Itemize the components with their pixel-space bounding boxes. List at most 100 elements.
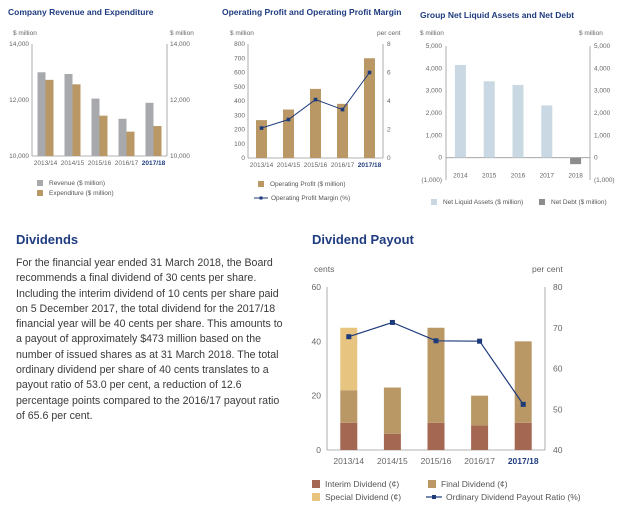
- nla-ytick-right: 1,000: [594, 132, 611, 139]
- op-ytick-right: 2: [387, 127, 391, 134]
- op-ytick-right: 6: [387, 70, 391, 77]
- op-profit-bar: [364, 58, 375, 158]
- nla-ytick-right: 5,000: [594, 43, 611, 50]
- div-legend-swatch: [428, 480, 436, 488]
- div-stack-segment: [383, 433, 401, 450]
- nla-ytick-left: 1,000: [426, 132, 443, 139]
- revenue-xtick: 2017/18: [142, 160, 166, 167]
- div-ytick-right: 80: [553, 282, 563, 292]
- div-payout-point: [346, 334, 352, 340]
- revenue-ytick-right: 14,000: [170, 41, 190, 48]
- op-xtick: 2017/18: [358, 162, 382, 169]
- div-legend-label: Ordinary Dividend Payout Ratio (%): [446, 492, 581, 502]
- op-margin-point: [313, 97, 318, 102]
- op-xtick: 2015/16: [304, 162, 328, 169]
- revenue-ytick-right: 12,000: [170, 97, 190, 104]
- div-stack-segment: [471, 425, 489, 450]
- net-liquid-chart-title: Group Net Liquid Assets and Net Debt: [420, 10, 575, 20]
- nla-ytick-right: 2,000: [594, 110, 611, 117]
- op-ytick-left: 0: [241, 155, 245, 162]
- nla-ytick-left: 2,000: [426, 110, 443, 117]
- revenue-bar: [45, 79, 54, 156]
- revenue-legend-label: Expenditure ($ million): [49, 190, 114, 197]
- op-ytick-right: 8: [387, 41, 391, 48]
- op-ytick-right: 4: [387, 98, 391, 105]
- op-ytick-left: 400: [234, 98, 245, 105]
- nla-legend-label-assets: Net Liquid Assets ($ million): [443, 199, 523, 206]
- revenue-bar: [91, 98, 100, 156]
- op-margin-point: [340, 107, 345, 112]
- op-right-axis-label: per cent: [377, 30, 401, 37]
- revenue-ytick-left: 12,000: [9, 97, 29, 104]
- op-ytick-left: 600: [234, 70, 245, 77]
- nla-ytick-left: (1,000): [421, 177, 442, 184]
- nla-asset-bar: [512, 84, 524, 158]
- op-legend-label-line: Operating Profit Margin (%): [271, 195, 350, 202]
- revenue-bar: [126, 131, 135, 156]
- div-ytick-left: 0: [316, 445, 321, 455]
- operating-profit-chart-title: Operating Profit and Operating Profit Ma…: [222, 7, 402, 17]
- revenue-chart-title: Company Revenue and Expenditure: [8, 7, 154, 17]
- div-ytick-right: 50: [553, 404, 563, 414]
- div-legend-swatch: [312, 493, 320, 501]
- op-left-axis-label: $ million: [230, 30, 254, 37]
- revenue-ytick-right: 10,000: [170, 153, 190, 160]
- nla-right-axis-label: $ million: [579, 30, 603, 37]
- div-xtick: 2013/14: [333, 456, 364, 466]
- div-stack-segment: [514, 341, 532, 423]
- nla-ytick-left: 5,000: [426, 43, 443, 50]
- div-stack-segment: [340, 422, 358, 450]
- nla-ytick-right: (1,000): [594, 177, 615, 184]
- op-profit-bar: [337, 103, 348, 158]
- div-ytick-left: 60: [312, 282, 322, 292]
- dividends-paragraph: For the financial year ended 31 March 20…: [16, 257, 283, 422]
- op-xtick: 2014/15: [277, 162, 301, 169]
- nla-legend-swatch-assets: [431, 199, 437, 205]
- div-stack-segment: [340, 327, 358, 391]
- dividends-heading: Dividends: [16, 232, 79, 247]
- nla-asset-bar: [541, 105, 553, 158]
- div-payout-point: [389, 319, 395, 325]
- op-profit-bar: [310, 88, 321, 158]
- nla-ytick-right: 0: [594, 155, 598, 162]
- op-margin-point: [367, 70, 372, 75]
- div-left-axis-label: cents: [314, 264, 334, 274]
- op-ytick-left: 500: [234, 84, 245, 91]
- div-payout-point: [433, 338, 439, 344]
- div-ytick-right: 60: [553, 364, 563, 374]
- revenue-bar: [145, 102, 154, 156]
- nla-xtick: 2018: [568, 173, 583, 180]
- div-ytick-right: 70: [553, 323, 563, 333]
- div-stack-segment: [514, 422, 532, 450]
- div-legend-swatch-marker: [432, 495, 436, 499]
- nla-left-axis-label: $ million: [420, 30, 444, 37]
- div-legend-swatch: [312, 480, 320, 488]
- nla-ytick-left: 0: [438, 155, 442, 162]
- op-profit-bar: [283, 109, 294, 158]
- revenue-bar: [72, 84, 81, 156]
- div-ytick-left: 20: [312, 391, 322, 401]
- div-xtick: 2015/16: [421, 456, 452, 466]
- op-ytick-left: 100: [234, 141, 245, 148]
- nla-ytick-left: 4,000: [426, 65, 443, 72]
- op-legend-swatch-bar: [258, 181, 264, 187]
- nla-ytick-left: 3,000: [426, 88, 443, 95]
- dividend-payout-chart-title: Dividend Payout: [312, 232, 414, 247]
- op-margin-point: [259, 126, 264, 130]
- div-legend-label: Special Dividend (¢): [325, 492, 401, 502]
- op-ytick-left: 200: [234, 127, 245, 134]
- op-legend-label-bar: Operating Profit ($ million): [270, 181, 346, 188]
- revenue-xtick: 2015/16: [88, 160, 112, 167]
- div-xtick: 2017/18: [508, 456, 539, 466]
- div-right-axis-label: per cent: [532, 264, 563, 274]
- div-payout-point: [477, 338, 483, 344]
- revenue-bar: [153, 126, 162, 156]
- div-stack-segment: [427, 422, 445, 450]
- revenue-legend-label: Revenue ($ million): [49, 180, 105, 187]
- div-legend-label: Interim Dividend (¢): [325, 479, 399, 489]
- div-stack-segment: [340, 390, 358, 423]
- nla-debt-bar: [570, 157, 582, 165]
- nla-asset-bar: [454, 64, 466, 158]
- op-margin-point: [286, 117, 291, 122]
